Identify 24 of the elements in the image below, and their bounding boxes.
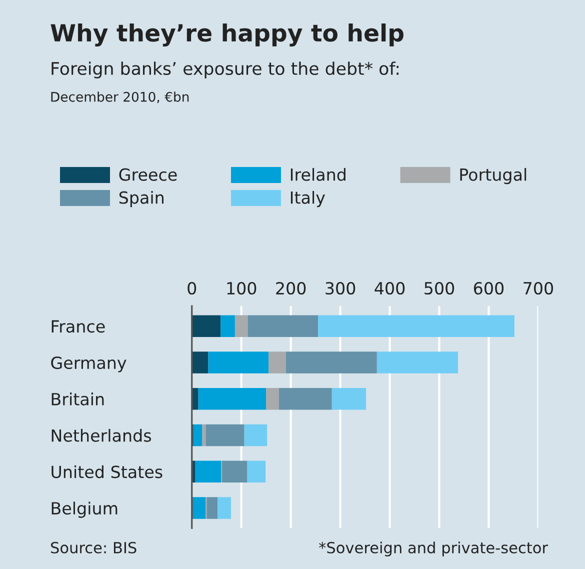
legend-label: Greece [119,168,177,181]
y-tick-label: France [52,320,105,333]
chart-subtitle: Foreign banks’ exposure to the debt* of: [52,62,398,78]
y-tick-label: Germany [51,356,126,372]
x-tick-label: 600 [474,282,504,295]
y-tick-label: Netherlands [52,428,151,442]
legend-label: Spain [119,190,164,208]
legend-label: Portugal [460,168,526,184]
y-tick-label: Belgium [52,502,118,518]
source-note: Source: BIS [51,542,136,554]
x-tick-label: 300 [326,282,356,295]
x-tick-label: 400 [374,282,405,295]
legend-label: Italy [290,190,325,208]
text: December 2010, €bn [51,92,189,104]
y-tick-label: Britain [52,392,104,406]
x-tick-label: 700 [524,282,553,295]
x-tick-label: 0 [188,282,196,295]
x-tick-label: 100 [227,282,256,295]
x-tick-label: 500 [424,282,454,295]
legend-label: Ireland [290,168,346,181]
chart-title: Why they’re happy to help [50,23,404,47]
x-tick-label: 200 [276,282,306,295]
text: *Sovereign and private-sector [319,542,548,556]
y-tick-label: United States [52,465,162,478]
